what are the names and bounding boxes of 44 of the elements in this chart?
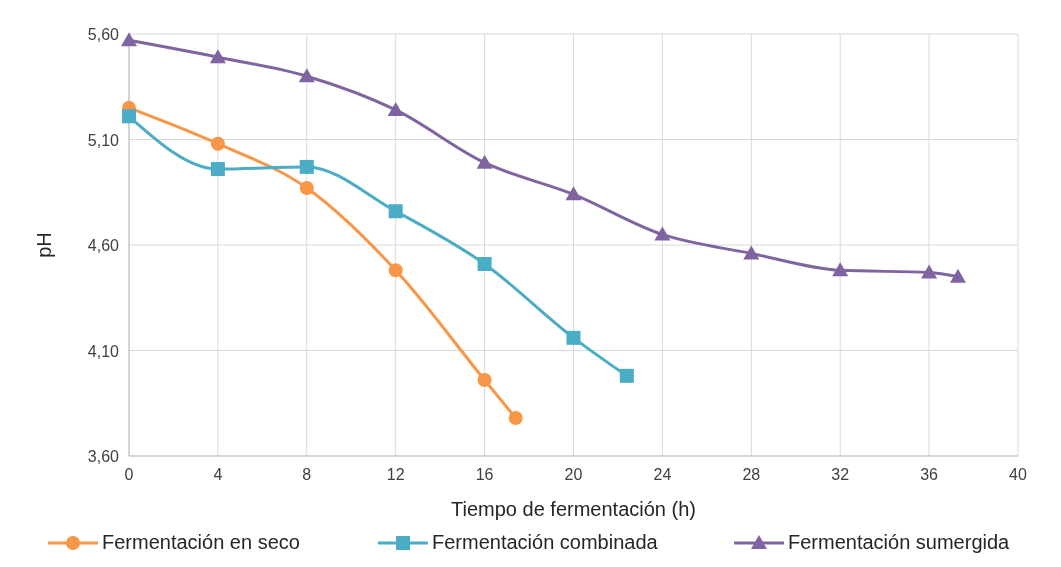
point	[565, 186, 582, 201]
point	[477, 256, 492, 271]
y-tick-label: 5,60	[87, 26, 120, 43]
point	[743, 245, 760, 260]
point	[388, 204, 403, 219]
x-tick-label: 28	[742, 466, 761, 483]
x-tick-label: 32	[831, 466, 850, 483]
point	[388, 263, 403, 278]
point	[832, 262, 849, 277]
x-tick-label: 4	[213, 466, 223, 483]
point	[654, 226, 671, 241]
x-tick-label: 24	[653, 466, 672, 483]
point	[298, 68, 315, 83]
y-tick-label: 3,60	[87, 448, 120, 465]
point	[566, 330, 581, 345]
x-tick-label: 0	[124, 466, 134, 483]
x-tick-label: 20	[564, 466, 583, 483]
point	[949, 268, 966, 283]
point	[121, 32, 137, 47]
legend-label: Fermentación en seco	[102, 531, 300, 553]
y-axis-title: pH	[33, 232, 55, 258]
point	[387, 101, 404, 116]
y-tick-label: 5,10	[87, 131, 120, 149]
legend-label: Fermentación combinada	[432, 531, 659, 553]
point	[209, 49, 226, 64]
point	[476, 154, 493, 169]
y-tick-label: 4,60	[87, 237, 120, 254]
point	[619, 368, 634, 383]
point	[921, 264, 938, 279]
point	[477, 373, 492, 388]
point	[299, 159, 314, 174]
x-tick-label: 40	[1009, 466, 1027, 483]
x-axis-title: Tiempo de fermentación (h)	[451, 498, 696, 520]
y-tick-label: 4,10	[87, 342, 120, 360]
point	[210, 162, 225, 177]
point	[210, 136, 225, 151]
x-tick-label: 16	[475, 466, 494, 483]
x-tick-label: 36	[920, 466, 939, 483]
point	[508, 411, 523, 426]
x-tick-label: 8	[302, 466, 312, 483]
point	[299, 181, 314, 196]
point	[122, 109, 136, 124]
x-tick-label: 12	[386, 466, 405, 483]
legend-label: Fermentación sumergida	[788, 531, 1011, 553]
